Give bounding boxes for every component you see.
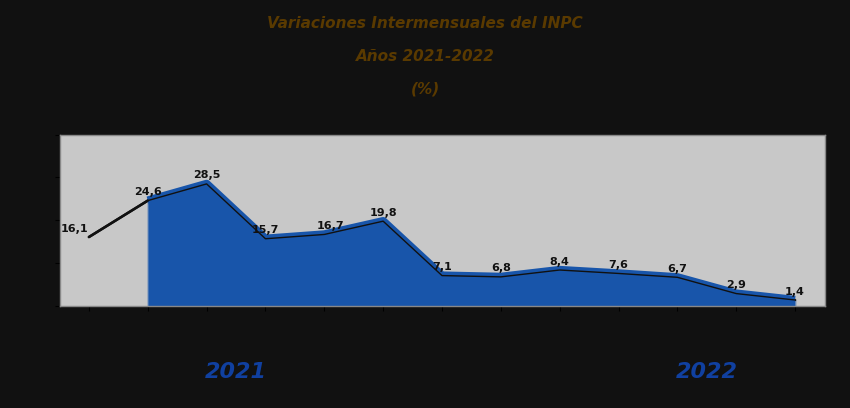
Text: (%): (%) [411, 82, 439, 97]
Text: 6,7: 6,7 [667, 264, 688, 274]
Text: 2021: 2021 [205, 362, 267, 382]
Text: 2,9: 2,9 [726, 280, 746, 290]
Text: 24,6: 24,6 [134, 187, 162, 197]
Text: 8,4: 8,4 [550, 257, 570, 266]
Text: 7,1: 7,1 [432, 262, 452, 272]
Text: Años 2021-2022: Años 2021-2022 [355, 49, 495, 64]
Text: 1,4: 1,4 [785, 286, 805, 297]
Text: 28,5: 28,5 [193, 171, 220, 180]
Text: 7,6: 7,6 [609, 260, 628, 270]
Text: 6,8: 6,8 [491, 264, 511, 273]
Text: 16,7: 16,7 [316, 221, 344, 231]
Text: 19,8: 19,8 [370, 208, 397, 218]
Text: 16,1: 16,1 [60, 224, 88, 234]
Text: 2022: 2022 [676, 362, 738, 382]
Text: 15,7: 15,7 [252, 225, 279, 235]
Text: Variaciones Intermensuales del INPC: Variaciones Intermensuales del INPC [267, 16, 583, 31]
